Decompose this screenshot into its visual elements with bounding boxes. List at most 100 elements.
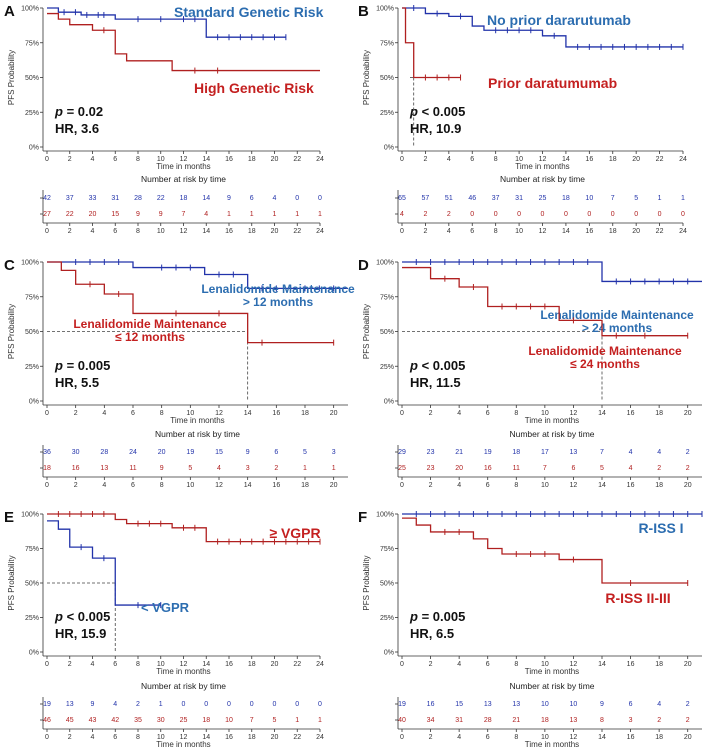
p-value: p = 0.02: [54, 104, 103, 119]
risk-count: 1: [658, 195, 662, 202]
p-rest: < 0.005: [63, 609, 110, 624]
risk-count: 31: [515, 195, 523, 202]
risk-count: 40: [398, 717, 406, 724]
risk-x-tick-label: 10: [157, 734, 165, 741]
y-tick-label: 100%: [21, 260, 39, 267]
risk-x-axis-label: Time in months: [156, 740, 210, 749]
x-tick-label: 0: [400, 410, 404, 417]
risk-count: 9: [160, 465, 164, 472]
p-symbol: p: [409, 358, 418, 373]
risk-count: 0: [541, 211, 545, 218]
risk-x-tick-label: 10: [515, 228, 523, 235]
y-tick-label: 50%: [380, 75, 394, 82]
series-label: Prior daratumumab: [488, 75, 617, 91]
y-tick-label: 100%: [376, 6, 394, 13]
p-value: p < 0.005: [409, 358, 465, 373]
panel-letter: D: [358, 257, 369, 274]
y-axis-label: PFS Probability: [362, 50, 371, 105]
risk-x-tick-label: 20: [684, 482, 692, 489]
risk-count: 16: [72, 465, 80, 472]
x-tick-label: 20: [684, 410, 692, 417]
x-tick-label: 22: [293, 661, 301, 668]
risk-x-tick-label: 10: [186, 482, 194, 489]
risk-count: 1: [295, 717, 299, 724]
risk-count: 2: [447, 211, 451, 218]
x-tick-label: 10: [157, 156, 165, 163]
risk-table-title: Number at risk by time: [500, 174, 585, 184]
risk-x-tick-label: 0: [45, 482, 49, 489]
risk-x-tick-label: 18: [655, 734, 663, 741]
series-label: ≤ 12 months: [115, 330, 185, 344]
x-tick-label: 18: [655, 410, 663, 417]
y-tick-label: 100%: [376, 512, 394, 519]
hazard-ratio: HR, 5.5: [55, 375, 99, 390]
x-tick-label: 0: [45, 410, 49, 417]
risk-x-tick-label: 14: [598, 482, 606, 489]
risk-x-tick-label: 18: [248, 228, 256, 235]
risk-table-title: Number at risk by time: [141, 174, 226, 184]
km-curve-red: [47, 261, 334, 344]
risk-x-tick-label: 4: [91, 734, 95, 741]
risk-count: 1: [303, 465, 307, 472]
risk-count: 4: [629, 465, 633, 472]
y-tick-label: 25%: [380, 110, 394, 117]
hazard-ratio: HR, 6.5: [410, 626, 454, 641]
risk-table-title: Number at risk by time: [509, 681, 594, 691]
risk-count: 13: [100, 465, 108, 472]
risk-x-tick-label: 0: [45, 734, 49, 741]
p-value: p < 0.005: [54, 609, 110, 624]
y-tick-label: 25%: [25, 615, 39, 622]
risk-x-tick-label: 18: [301, 482, 309, 489]
x-tick-label: 22: [656, 156, 664, 163]
p-rest: = 0.005: [63, 358, 110, 373]
risk-x-tick-label: 4: [91, 228, 95, 235]
series-label: ≥ VGPR: [269, 525, 320, 541]
risk-count: 0: [658, 211, 662, 218]
x-tick-label: 2: [429, 661, 433, 668]
x-tick-label: 14: [562, 156, 570, 163]
risk-x-tick-label: 2: [68, 734, 72, 741]
risk-x-tick-label: 20: [271, 734, 279, 741]
x-tick-label: 10: [541, 410, 549, 417]
risk-x-tick-label: 16: [627, 482, 635, 489]
risk-count: 22: [157, 195, 165, 202]
x-tick-label: 4: [447, 156, 451, 163]
x-tick-label: 20: [684, 661, 692, 668]
x-tick-label: 20: [330, 410, 338, 417]
risk-count: 18: [562, 195, 570, 202]
risk-count: 25: [180, 717, 188, 724]
risk-x-tick-label: 14: [562, 228, 570, 235]
risk-count: 6: [571, 465, 575, 472]
risk-x-tick-label: 4: [457, 734, 461, 741]
risk-count: 4: [204, 211, 208, 218]
y-tick-label: 25%: [25, 364, 39, 371]
p-symbol: p: [409, 609, 418, 624]
x-tick-label: 24: [679, 156, 687, 163]
risk-count: 45: [66, 717, 74, 724]
risk-count: 31: [455, 717, 463, 724]
x-tick-label: 14: [202, 156, 210, 163]
risk-x-tick-label: 6: [486, 482, 490, 489]
x-tick-label: 20: [271, 661, 279, 668]
risk-x-tick-label: 22: [293, 734, 301, 741]
risk-count: 7: [611, 195, 615, 202]
hazard-ratio: HR, 15.9: [55, 626, 106, 641]
series-label: > 12 months: [243, 295, 314, 309]
x-axis-label: Time in months: [156, 667, 210, 676]
risk-count: 51: [445, 195, 453, 202]
risk-count: 18: [43, 465, 51, 472]
x-tick-label: 20: [632, 156, 640, 163]
x-tick-label: 14: [598, 661, 606, 668]
y-tick-label: 75%: [380, 294, 394, 301]
risk-count: 1: [227, 211, 231, 218]
x-tick-label: 2: [74, 410, 78, 417]
y-tick-label: 75%: [25, 546, 39, 553]
risk-count: 0: [182, 701, 186, 708]
risk-x-tick-label: 20: [632, 228, 640, 235]
risk-count: 28: [484, 717, 492, 724]
risk-count: 29: [398, 449, 406, 456]
risk-count: 2: [423, 211, 427, 218]
risk-count: 4: [657, 701, 661, 708]
